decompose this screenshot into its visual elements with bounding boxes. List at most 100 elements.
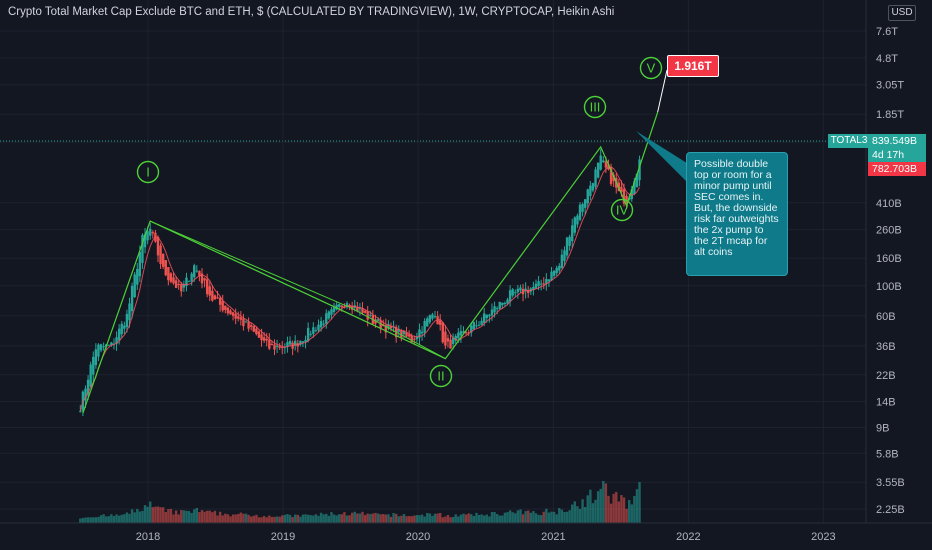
candle-body	[208, 286, 211, 296]
candle-body	[415, 336, 419, 340]
wave-label-circle	[583, 95, 607, 119]
volume-bar	[415, 514, 419, 523]
candle-body	[92, 356, 95, 375]
volume-bar	[420, 514, 424, 523]
candle-body	[454, 335, 457, 341]
candle-body	[281, 347, 284, 349]
volume-bar	[149, 501, 152, 523]
candle-body	[571, 225, 574, 242]
grid-layer	[0, 0, 866, 523]
candle-body	[503, 302, 507, 305]
candle-body	[234, 314, 237, 319]
volume-bar	[529, 512, 533, 523]
volume-bar	[576, 506, 579, 523]
volume-bar	[363, 515, 367, 523]
volume-bar	[633, 495, 636, 523]
volume-bar	[296, 514, 299, 523]
volume-bar	[281, 515, 284, 523]
x-tick-label: 2020	[406, 531, 430, 543]
candle-body	[190, 273, 193, 282]
volume-bar	[493, 511, 496, 523]
y-tick-label: 1.85T	[876, 109, 904, 121]
volume-bar	[332, 514, 336, 523]
candle-body	[226, 307, 230, 314]
volume-bar	[539, 515, 543, 523]
candle-body	[338, 304, 341, 308]
low-price-tag: 782.703B	[868, 162, 926, 176]
volume-bar	[348, 515, 351, 523]
volume-bar	[547, 512, 551, 523]
volume-bar	[161, 507, 165, 523]
candle-body	[475, 325, 478, 327]
candle-body	[286, 342, 289, 348]
candle-body	[358, 308, 362, 310]
candle-body	[389, 326, 393, 329]
volume-bar	[164, 512, 167, 523]
volume-bar	[480, 514, 483, 523]
volume-bar	[542, 511, 545, 523]
volume-bar	[441, 517, 444, 523]
volume-bar	[110, 514, 113, 523]
volume-bar	[379, 514, 382, 523]
candle-body	[506, 299, 509, 304]
volume-bar	[177, 514, 180, 523]
volume-bar	[400, 515, 403, 523]
volume-bar	[273, 516, 276, 523]
candle-body	[537, 281, 540, 287]
volume-bar	[622, 497, 626, 523]
candle-body	[195, 270, 199, 272]
volume-bar	[565, 511, 569, 523]
volume-bar	[356, 513, 359, 523]
volume-bar	[615, 491, 618, 523]
volume-bar	[532, 511, 535, 523]
candle-body	[480, 320, 483, 326]
volume-bar	[555, 514, 558, 523]
candle-body	[413, 338, 416, 340]
volume-bar	[312, 515, 315, 523]
volume-bar	[384, 514, 388, 523]
volume-bar	[231, 514, 235, 523]
candle-body	[591, 183, 595, 191]
volume-bar	[143, 505, 147, 523]
candle-body	[366, 311, 369, 320]
candle-body	[451, 337, 455, 345]
volume-bar	[218, 511, 222, 523]
volume-bar	[358, 513, 362, 523]
volume-bar	[475, 512, 478, 523]
volume-bar	[138, 511, 142, 523]
volume-bar	[366, 513, 369, 523]
candle-body	[239, 317, 243, 320]
candle-body	[555, 267, 558, 274]
volume-bar	[524, 511, 527, 523]
candle-body	[470, 325, 473, 333]
volume-bar	[490, 512, 494, 523]
candle-body	[604, 161, 608, 168]
candle-body	[350, 305, 354, 310]
volume-bar	[506, 512, 509, 523]
candle-body	[565, 237, 569, 256]
candle-body	[141, 234, 144, 263]
candle-body	[304, 339, 307, 343]
volume-bar	[612, 493, 615, 523]
candle-body	[423, 320, 426, 333]
candle-body	[252, 325, 255, 332]
candle-body	[294, 340, 297, 346]
volume-bar	[374, 512, 377, 523]
candle-body	[444, 331, 447, 346]
candle-body	[278, 346, 281, 348]
volume-bar	[86, 517, 90, 523]
volume-bar	[237, 513, 240, 523]
volume-bar	[464, 514, 468, 523]
volume-bar	[607, 495, 610, 523]
candle-body	[161, 253, 165, 267]
currency-badge[interactable]: USD	[888, 5, 916, 21]
volume-bar	[81, 517, 85, 523]
candle-body	[242, 318, 245, 327]
candle-body	[599, 155, 602, 170]
volume-bar	[563, 511, 566, 523]
volume-bar	[620, 495, 623, 523]
candle-body	[426, 318, 429, 327]
wave-label-i: I	[146, 165, 150, 180]
volume-bar	[107, 516, 110, 523]
